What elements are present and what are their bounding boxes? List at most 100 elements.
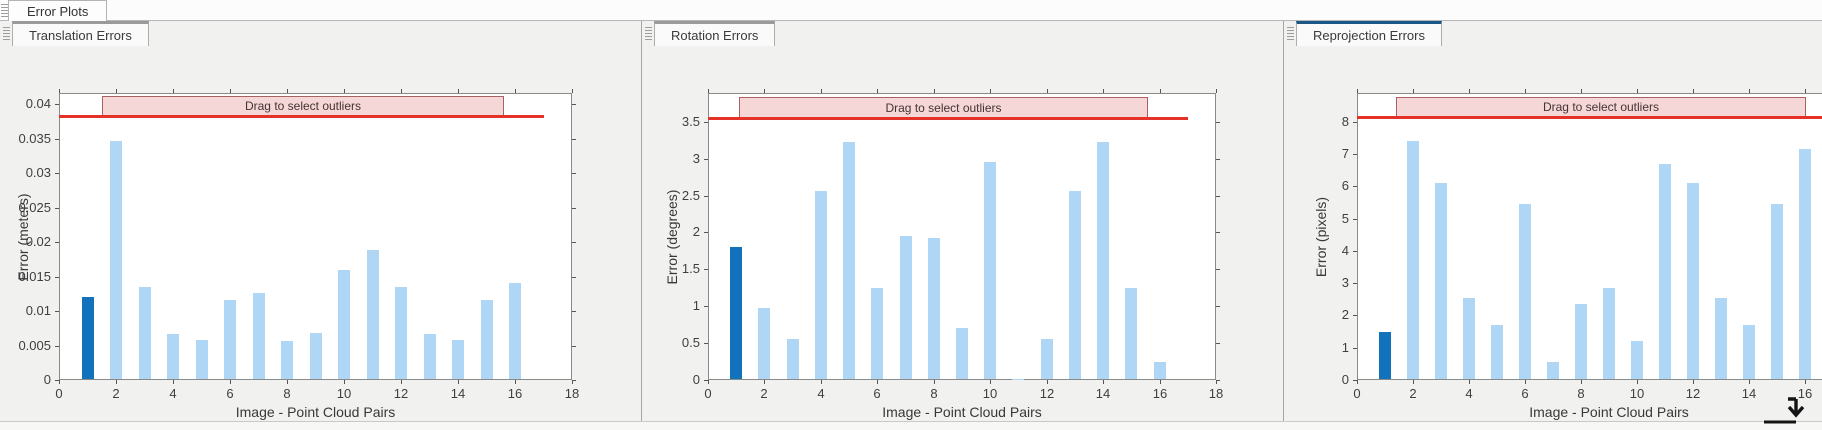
x-tick-mark [764,89,765,93]
y-tick-label: 2 [1341,307,1349,322]
y-tick-mark [55,173,59,174]
y-tick-mark [572,277,576,278]
y-tick-label: 0.01 [25,303,51,318]
tab-strip: Reprojection Errors [1284,21,1822,46]
x-tick-mark [572,89,573,93]
y-tick-mark [1353,315,1357,316]
outlier-selection-band[interactable]: Drag to select outliers [1396,97,1806,117]
x-tick-label: 10 [1629,386,1645,401]
bar [1799,149,1811,379]
x-tick-label: 2 [112,386,120,401]
bar [310,333,322,379]
x-tick-label: 16 [1152,386,1168,401]
y-tick-label: 7 [1341,146,1349,161]
y-tick-mark [704,122,708,123]
bar [395,286,407,379]
bar [1491,325,1503,379]
tab-rotation-errors-label: Rotation Errors [671,27,759,43]
x-tick-mark [1357,380,1358,384]
x-tick-label: 14 [450,386,466,401]
tab-rotation-errors[interactable]: Rotation Errors [654,21,776,46]
x-tick-mark [990,89,991,93]
x-tick-mark [764,380,765,384]
y-tick-mark [572,208,576,209]
bar [1547,362,1559,379]
y-tick-mark [572,173,576,174]
tab-reprojection-errors[interactable]: Reprojection Errors [1296,21,1442,46]
x-tick-mark [1525,380,1526,384]
tab-reprojection-errors-label: Reprojection Errors [1313,27,1425,43]
x-tick-mark [990,380,991,384]
x-tick-label: 0 [1353,386,1361,401]
bar [787,338,799,379]
x-tick-label: 4 [817,386,825,401]
outlier-threshold-line [1357,116,1822,119]
y-tick-label: 4 [1341,243,1349,258]
bar [509,283,521,379]
x-tick-mark [173,380,174,384]
x-tick-mark [572,380,573,384]
panel-translation-errors: Translation Errors 0 0.005 0.01 0.015 0.02 0.… [0,21,642,421]
tab-translation-errors[interactable]: Translation Errors [12,21,149,46]
y-tick-label: 0.03 [25,165,51,180]
y-tick-label: 0 [1341,372,1349,387]
y-tick-mark [55,277,59,278]
x-tick-mark [1047,380,1048,384]
bar [1069,191,1081,379]
y-tick-label: 0.025 [18,200,51,215]
bar [984,161,996,379]
x-tick-mark [1469,89,1470,93]
x-tick-label: 18 [1208,386,1224,401]
grip-icon[interactable] [1287,27,1294,40]
x-tick-label: 18 [564,386,580,401]
bar [110,141,122,379]
x-tick-mark [1160,89,1161,93]
bar [1435,183,1447,379]
rotation-errors-chart: 0 0.5 1 1.5 2 2.5 3 3.5 0 2 4 6 8 10 12 14 16 18 Drag to s… [642,46,1283,421]
bar [730,247,742,379]
y-tick-mark [1216,306,1220,307]
bar [481,299,493,379]
x-tick-mark [1469,380,1470,384]
bar [1379,331,1391,379]
x-tick-label: 6 [226,386,234,401]
x-tick-mark [1805,380,1806,384]
y-tick-mark [572,380,576,381]
x-tick-label: 10 [982,386,998,401]
x-tick-label: 16 [1797,386,1813,401]
bar [253,293,265,379]
y-tick-label: 1 [692,298,700,313]
x-tick-mark [934,89,935,93]
bar [956,327,968,379]
reprojection-errors-chart: 012345678024681012141618Drag to select o… [1284,46,1822,421]
dock-down-arrow-icon[interactable] [1762,396,1808,430]
figure-panels: Translation Errors 0 0.005 0.01 0.015 0.02 0.… [0,21,1822,421]
y-tick-label: 0.015 [18,269,51,284]
outlier-selection-band[interactable]: Drag to select outliers [739,97,1148,118]
y-tick-mark [55,380,59,381]
y-tick-mark [55,346,59,347]
figure-group-tab-bar: Error Plots [0,0,1822,21]
y-tick-mark [1353,380,1357,381]
y-axis-label: Error (meters) [15,192,31,281]
x-tick-mark [59,89,60,93]
y-tick-label: 0.035 [18,131,51,146]
y-tick-mark [1353,219,1357,220]
outlier-selection-band[interactable]: Drag to select outliers [102,96,504,116]
x-axis-label: Image - Point Cloud Pairs [235,404,396,420]
y-tick-label: 0.02 [25,234,51,249]
x-tick-mark [1413,89,1414,93]
grip-icon[interactable] [3,27,10,40]
y-tick-label: 3 [1341,275,1349,290]
bar [1743,325,1755,379]
tab-error-plots[interactable]: Error Plots [8,0,108,21]
y-tick-mark [1216,380,1220,381]
grip-icon[interactable] [645,27,652,40]
x-tick-label: 14 [1741,386,1757,401]
grip-icon[interactable] [1,4,8,17]
tab-strip: Rotation Errors [642,21,1283,46]
bar [167,333,179,379]
bar [224,299,236,379]
outlier-band-label: Drag to select outliers [885,100,1002,115]
x-tick-mark [401,380,402,384]
